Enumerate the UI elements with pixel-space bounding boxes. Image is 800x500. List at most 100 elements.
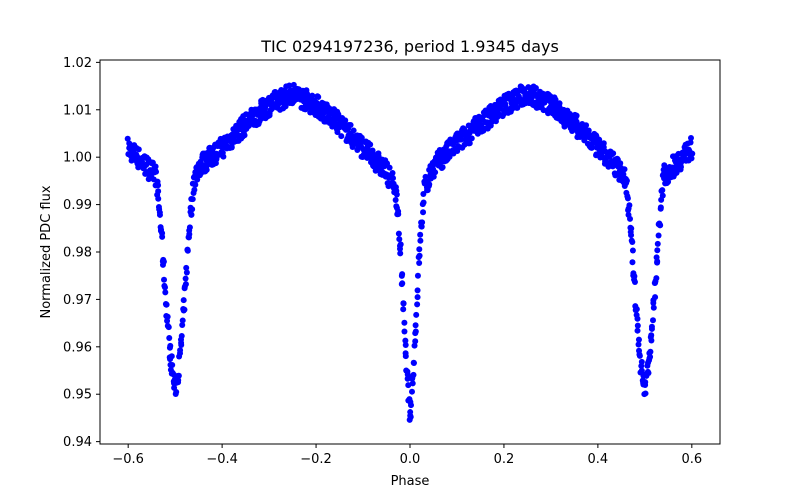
data-point bbox=[159, 233, 166, 240]
data-point bbox=[178, 333, 185, 340]
data-point bbox=[404, 375, 411, 382]
y-tick-label: 0.96 bbox=[63, 340, 92, 355]
data-point bbox=[334, 129, 341, 136]
data-point bbox=[404, 371, 411, 378]
data-point bbox=[600, 140, 607, 147]
data-point bbox=[395, 208, 402, 215]
data-point bbox=[163, 301, 170, 308]
x-tick-label: 0.0 bbox=[400, 452, 421, 467]
data-point bbox=[631, 273, 638, 280]
data-point bbox=[687, 135, 694, 142]
data-point bbox=[659, 192, 666, 199]
data-point bbox=[654, 240, 661, 247]
data-point bbox=[342, 117, 349, 124]
data-point bbox=[183, 264, 190, 271]
data-point bbox=[358, 134, 365, 141]
data-point bbox=[552, 96, 559, 103]
data-point bbox=[228, 144, 235, 151]
data-point bbox=[167, 342, 174, 349]
data-point bbox=[628, 232, 635, 239]
y-axis-label: Normalized PDC flux bbox=[39, 185, 54, 318]
data-point bbox=[155, 195, 162, 202]
data-point bbox=[186, 231, 193, 238]
data-point bbox=[393, 191, 400, 198]
data-point bbox=[633, 306, 640, 313]
data-point bbox=[407, 413, 414, 420]
x-tick-label: 0.2 bbox=[494, 452, 515, 467]
data-point bbox=[413, 311, 420, 318]
data-point bbox=[135, 146, 142, 153]
x-tick-label: 0.4 bbox=[588, 452, 609, 467]
data-point bbox=[416, 260, 423, 266]
data-point bbox=[350, 127, 357, 134]
data-point bbox=[665, 178, 672, 185]
data-point bbox=[647, 353, 654, 360]
data-point bbox=[399, 280, 406, 287]
data-point bbox=[182, 281, 189, 288]
y-tick-label: 0.98 bbox=[63, 246, 92, 261]
data-point bbox=[414, 287, 421, 294]
y-tick-label: 1.02 bbox=[63, 56, 92, 71]
data-point bbox=[315, 94, 322, 101]
data-point bbox=[386, 164, 393, 171]
data-point bbox=[420, 199, 427, 206]
x-tick-label: −0.4 bbox=[206, 452, 238, 467]
data-point bbox=[181, 306, 188, 313]
data-point bbox=[290, 81, 297, 88]
data-point bbox=[396, 236, 403, 243]
data-point bbox=[302, 106, 309, 113]
data-point bbox=[392, 196, 399, 203]
data-point bbox=[659, 187, 666, 194]
data-point bbox=[179, 317, 186, 324]
data-point bbox=[617, 160, 624, 167]
data-point bbox=[173, 389, 180, 396]
data-point bbox=[309, 92, 316, 99]
data-point bbox=[164, 313, 171, 320]
data-point bbox=[514, 104, 521, 111]
y-tick-label: 1.01 bbox=[63, 103, 92, 118]
data-point bbox=[650, 317, 656, 324]
data-point bbox=[627, 215, 634, 222]
data-point bbox=[367, 141, 374, 148]
data-point bbox=[653, 275, 660, 282]
data-point bbox=[648, 332, 655, 339]
data-points bbox=[124, 81, 696, 423]
data-point bbox=[397, 250, 404, 257]
data-point bbox=[189, 196, 196, 203]
y-tick-label: 0.97 bbox=[63, 293, 92, 308]
data-point bbox=[629, 239, 636, 246]
data-point bbox=[414, 301, 421, 308]
data-point bbox=[634, 315, 641, 322]
data-point bbox=[124, 135, 131, 142]
data-point bbox=[416, 252, 423, 259]
data-point bbox=[426, 181, 433, 188]
data-point bbox=[153, 168, 160, 175]
data-point bbox=[647, 348, 654, 355]
data-point bbox=[402, 353, 409, 360]
x-axis-label: Phase bbox=[391, 474, 430, 489]
x-tick-label: −0.6 bbox=[112, 452, 144, 467]
data-point bbox=[400, 306, 407, 313]
data-point bbox=[629, 259, 636, 266]
data-point bbox=[165, 324, 172, 331]
data-point bbox=[194, 176, 201, 183]
data-point bbox=[642, 382, 649, 389]
y-tick-label: 0.95 bbox=[63, 388, 92, 403]
data-point bbox=[177, 347, 184, 354]
data-point bbox=[178, 342, 185, 349]
data-point bbox=[636, 352, 643, 359]
y-tick-label: 0.94 bbox=[63, 435, 92, 450]
data-point bbox=[155, 182, 162, 189]
data-point bbox=[335, 111, 342, 118]
data-point bbox=[657, 222, 664, 229]
data-point bbox=[401, 319, 408, 326]
data-point bbox=[249, 112, 256, 119]
data-point bbox=[241, 132, 248, 139]
data-point bbox=[408, 388, 415, 395]
data-point bbox=[414, 294, 421, 301]
data-point bbox=[432, 169, 439, 176]
data-point bbox=[650, 304, 657, 311]
data-point bbox=[688, 155, 695, 162]
data-point bbox=[654, 259, 661, 266]
